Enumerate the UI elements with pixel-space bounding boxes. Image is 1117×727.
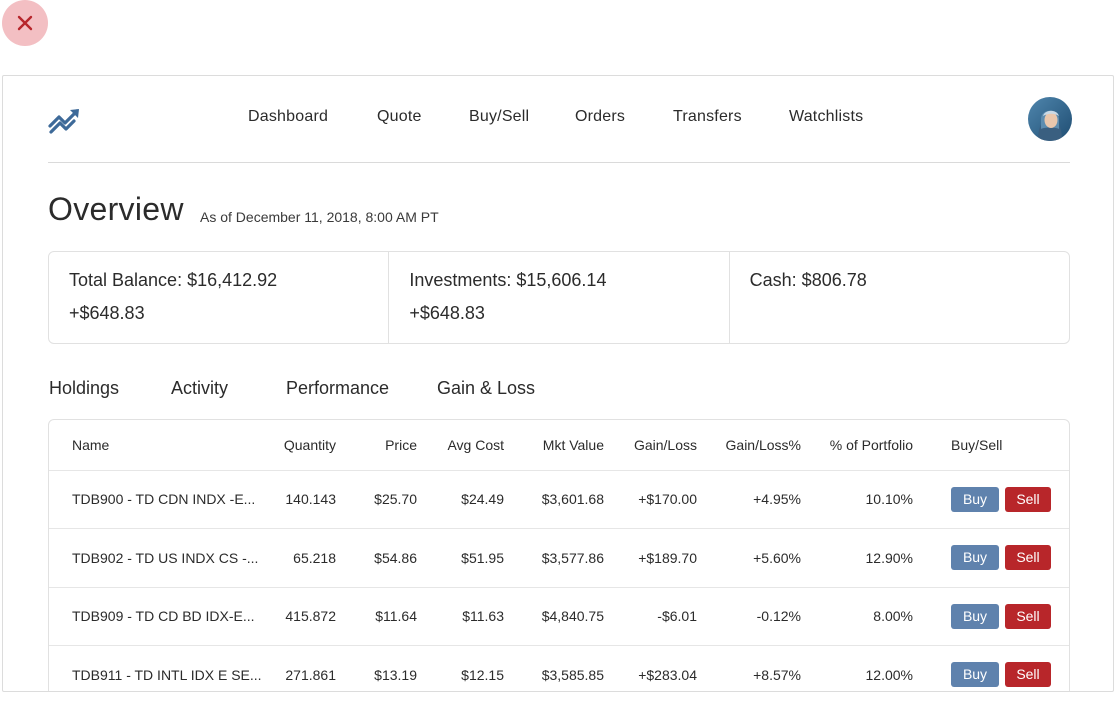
- holding-mkt-value: $4,840.75: [510, 587, 610, 646]
- holding-mkt-value: $3,585.85: [510, 645, 610, 691]
- tab-holdings[interactable]: Holdings: [49, 378, 120, 398]
- page-title: Overview: [48, 191, 184, 227]
- nav-item-orders[interactable]: Orders: [575, 108, 626, 125]
- holding-name[interactable]: TDB909 - TD CD BD IDX-E...: [49, 587, 272, 646]
- table-row[interactable]: TDB911 - TD INTL IDX E SE... 271.861 $13…: [49, 645, 1069, 691]
- buy-button[interactable]: Buy: [951, 545, 999, 571]
- buy-sell-cell: Buy Sell: [919, 470, 1069, 529]
- table-row[interactable]: TDB902 - TD US INDX CS -... 65.218 $54.8…: [49, 528, 1069, 588]
- app-frame: Dashboard Quote Buy/Sell Orders Transfer…: [2, 75, 1114, 692]
- column-header-mkt-value[interactable]: Mkt Value: [510, 420, 610, 471]
- holding-portfolio-pct: 10.10%: [807, 470, 919, 529]
- holding-quantity: 65.218: [272, 528, 342, 588]
- nav-item-watchlists[interactable]: Watchlists: [789, 108, 864, 125]
- holding-price: $13.19: [342, 645, 423, 691]
- investments-label: Investments: $15,606.14: [409, 270, 607, 290]
- holdings-table: Name Quantity Price Avg Cost Mkt Value G…: [48, 419, 1070, 691]
- holding-gain-loss-pct: -0.12%: [703, 587, 807, 646]
- tab-gain-loss[interactable]: Gain & Loss: [437, 378, 536, 398]
- holding-quantity: 271.861: [272, 645, 342, 691]
- holding-gain-loss: +$170.00: [610, 470, 703, 529]
- investments-card: Investments: $15,606.14 +$648.83: [388, 252, 728, 343]
- holding-avg-cost: $12.15: [423, 645, 510, 691]
- column-header-avg-cost[interactable]: Avg Cost: [423, 420, 510, 471]
- sell-button[interactable]: Sell: [1005, 662, 1051, 688]
- tab-activity[interactable]: Activity: [171, 378, 229, 398]
- nav-item-transfers[interactable]: Transfers: [673, 108, 742, 125]
- holding-gain-loss: +$283.04: [610, 645, 703, 691]
- tab-performance[interactable]: Performance: [286, 378, 390, 398]
- holding-price: $11.64: [342, 587, 423, 646]
- holding-gain-loss-pct: +5.60%: [703, 528, 807, 588]
- trending-up-icon[interactable]: [48, 104, 84, 134]
- cash-card: Cash: $806.78: [728, 252, 1069, 343]
- column-header-gain-loss-pct[interactable]: Gain/Loss%: [703, 420, 807, 471]
- holding-price: $54.86: [342, 528, 423, 588]
- sell-button[interactable]: Sell: [1005, 486, 1051, 512]
- holding-mkt-value: $3,577.86: [510, 528, 610, 588]
- close-icon: [17, 15, 33, 31]
- holding-price: $25.70: [342, 470, 423, 529]
- cash-label: Cash: $806.78: [749, 270, 867, 290]
- buy-sell-cell: Buy Sell: [919, 645, 1069, 691]
- holding-gain-loss: +$189.70: [610, 528, 703, 588]
- column-header-name[interactable]: Name: [49, 420, 272, 471]
- holding-mkt-value: $3,601.68: [510, 470, 610, 529]
- section-tabs: Holdings Activity Performance Gain & Los…: [49, 378, 649, 404]
- close-button[interactable]: [2, 0, 48, 46]
- column-header-quantity[interactable]: Quantity: [272, 420, 342, 471]
- nav-item-buy-sell[interactable]: Buy/Sell: [469, 108, 530, 125]
- column-header-gain-loss[interactable]: Gain/Loss: [610, 420, 703, 471]
- investments-change: +$648.83: [409, 303, 485, 323]
- table-row[interactable]: TDB900 - TD CDN INDX -E... 140.143 $25.7…: [49, 470, 1069, 529]
- holding-portfolio-pct: 12.90%: [807, 528, 919, 588]
- buy-button[interactable]: Buy: [951, 662, 999, 688]
- sell-button[interactable]: Sell: [1005, 545, 1051, 571]
- nav-item-quote[interactable]: Quote: [377, 108, 422, 125]
- table-row[interactable]: TDB909 - TD CD BD IDX-E... 415.872 $11.6…: [49, 587, 1069, 646]
- buy-button[interactable]: Buy: [951, 603, 999, 629]
- total-balance-card: Total Balance: $16,412.92 +$648.83: [49, 252, 388, 343]
- buy-sell-cell: Buy Sell: [919, 587, 1069, 646]
- total-balance-change: +$648.83: [69, 303, 145, 323]
- buy-button[interactable]: Buy: [951, 486, 999, 512]
- account-summary: Total Balance: $16,412.92 +$648.83 Inves…: [48, 251, 1070, 344]
- holding-avg-cost: $51.95: [423, 528, 510, 588]
- main-nav: Dashboard Quote Buy/Sell Orders Transfer…: [48, 76, 1070, 163]
- sell-button[interactable]: Sell: [1005, 603, 1051, 629]
- holding-quantity: 415.872: [272, 587, 342, 646]
- column-header-price[interactable]: Price: [342, 420, 423, 471]
- column-header-portfolio-pct[interactable]: % of Portfolio: [807, 420, 919, 471]
- holding-avg-cost: $11.63: [423, 587, 510, 646]
- holding-name[interactable]: TDB902 - TD US INDX CS -...: [49, 528, 272, 588]
- as-of-timestamp: As of December 11, 2018, 8:00 AM PT: [200, 209, 439, 225]
- nav-item-dashboard[interactable]: Dashboard: [248, 108, 329, 125]
- table-header-row: Name Quantity Price Avg Cost Mkt Value G…: [49, 420, 1069, 471]
- holding-portfolio-pct: 12.00%: [807, 645, 919, 691]
- total-balance-label: Total Balance: $16,412.92: [69, 270, 278, 290]
- column-header-buy-sell: Buy/Sell: [919, 420, 1069, 471]
- holding-avg-cost: $24.49: [423, 470, 510, 529]
- holding-name[interactable]: TDB911 - TD INTL IDX E SE...: [49, 645, 272, 691]
- holding-gain-loss: -$6.01: [610, 587, 703, 646]
- top-navigation-bar: Dashboard Quote Buy/Sell Orders Transfer…: [48, 76, 1072, 163]
- holding-quantity: 140.143: [272, 470, 342, 529]
- holding-name[interactable]: TDB900 - TD CDN INDX -E...: [49, 470, 272, 529]
- user-avatar[interactable]: [1028, 97, 1072, 141]
- buy-sell-cell: Buy Sell: [919, 528, 1069, 588]
- holding-portfolio-pct: 8.00%: [807, 587, 919, 646]
- holding-gain-loss-pct: +8.57%: [703, 645, 807, 691]
- holding-gain-loss-pct: +4.95%: [703, 470, 807, 529]
